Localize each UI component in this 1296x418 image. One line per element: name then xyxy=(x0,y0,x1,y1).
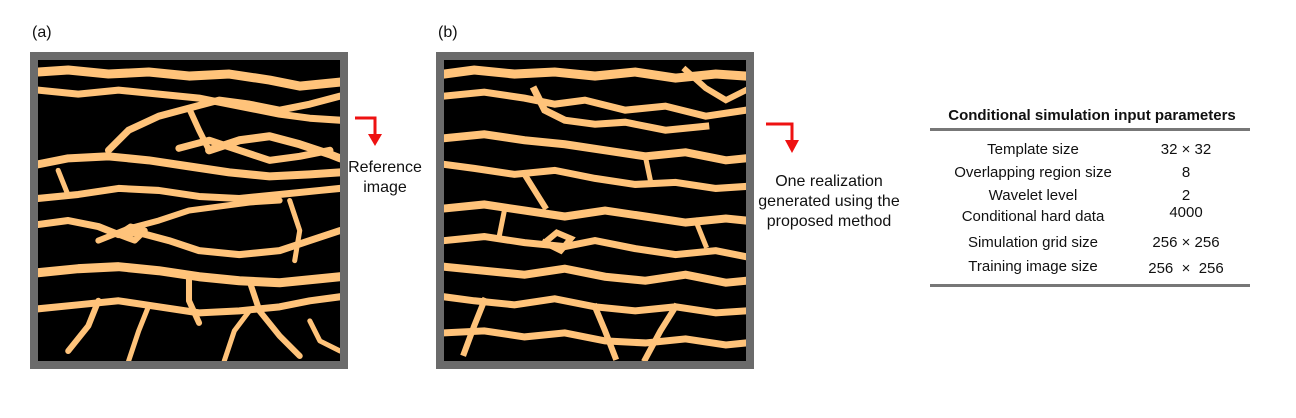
realization-caption-line: proposed method xyxy=(766,213,892,230)
param-name: Training image size xyxy=(968,258,1098,275)
table-row: Training image size 256 × 256 xyxy=(930,258,1250,282)
panel-a-label: (a) xyxy=(32,24,52,41)
table-row: Simulation grid size 256 × 256 xyxy=(930,234,1250,256)
param-value: 256 × 256 xyxy=(1148,260,1224,277)
table-top-rule xyxy=(930,128,1250,131)
realization-caption: One realization generated using the prop… xyxy=(752,172,906,232)
param-name: Conditional hard data xyxy=(961,208,1105,225)
param-name: Template size xyxy=(987,141,1079,158)
table-row: Conditional hard data 4000 xyxy=(930,204,1250,230)
param-value: 32 × 32 xyxy=(1160,141,1212,158)
panel-b-label: (b) xyxy=(438,24,458,41)
param-name: Overlapping region size xyxy=(954,164,1112,181)
table-row: Overlapping region size 8 xyxy=(930,164,1250,186)
param-value: 256 × 256 xyxy=(1152,234,1220,251)
table-row: Template size 32 × 32 xyxy=(930,141,1250,163)
param-value: 8 xyxy=(1181,164,1191,181)
realization-caption-line: One realization xyxy=(775,173,883,190)
down-arrow-icon xyxy=(766,122,799,153)
reference-caption-line: Reference xyxy=(348,159,422,176)
table-row: Wavelet level 2 xyxy=(930,187,1250,209)
table-title: Conditional simulation input parameters xyxy=(948,107,1236,124)
realization-caption-line: generated using the xyxy=(758,193,900,210)
param-value: 4000 xyxy=(1169,204,1203,221)
reference-channel-pattern xyxy=(38,65,340,361)
param-value: 2 xyxy=(1181,187,1191,204)
reference-caption: Reference image xyxy=(340,158,430,198)
realization-image xyxy=(436,52,754,369)
param-name: Wavelet level xyxy=(988,187,1078,204)
table-bottom-rule xyxy=(930,284,1250,287)
param-name: Simulation grid size xyxy=(967,234,1099,251)
reference-image xyxy=(30,52,348,369)
down-arrow-icon xyxy=(355,116,382,146)
realization-channel-pattern xyxy=(444,65,746,361)
reference-caption-line: image xyxy=(363,179,407,196)
